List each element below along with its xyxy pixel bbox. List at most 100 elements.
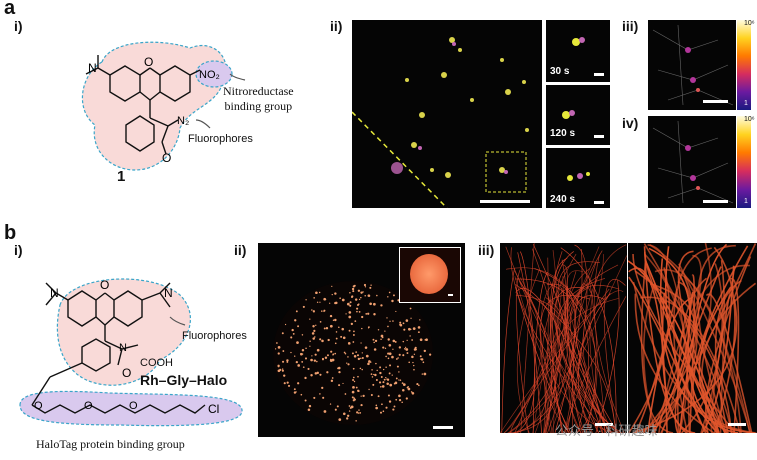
nucleus-spot [384, 330, 386, 332]
nucleus-spot [387, 325, 389, 328]
nucleus-spot [380, 385, 382, 388]
nucleus-spot [392, 408, 395, 411]
svg-text:N: N [119, 342, 127, 354]
nucleus-spot [398, 346, 402, 349]
nucleus-spot [360, 395, 362, 397]
watermark: 公众号 · 科研趣味 [555, 423, 658, 438]
svg-text:N: N [88, 61, 97, 75]
nucleus-spot [314, 372, 318, 375]
nucleus-spot [338, 384, 341, 387]
nucleus-spot [373, 313, 376, 316]
nucleus-spot [279, 368, 282, 372]
nucleus-spot [405, 348, 409, 351]
nucleus-spot [398, 398, 402, 402]
nucleus-spot [321, 339, 324, 343]
nucleus-spot [360, 296, 362, 299]
filament [510, 288, 610, 433]
nucleus-spot [312, 337, 315, 340]
nucleus-spot [413, 353, 416, 355]
nucleus-spot [318, 291, 321, 294]
scale-bar [448, 294, 453, 296]
nucleus-spot [352, 376, 355, 379]
nucleus-spot [329, 302, 331, 304]
svg-text:O: O [129, 400, 138, 412]
nucleus-spot [412, 327, 416, 331]
nucleus-spot [379, 366, 382, 369]
filament [634, 289, 678, 433]
nucleus-spot [418, 384, 420, 387]
subpanel-label-b-i: i) [14, 242, 23, 258]
svg-text:N: N [50, 286, 59, 300]
panel-label-b: b [4, 222, 17, 244]
filament [565, 287, 611, 433]
nucleus-spot [388, 400, 392, 403]
nucleus-spot [402, 354, 405, 357]
nucleus-spot [321, 357, 325, 361]
nucleus-spot [277, 365, 280, 368]
filament [640, 262, 674, 433]
filament [501, 268, 515, 433]
nucleus-spot [410, 391, 413, 393]
nucleus-spot [378, 381, 382, 384]
nucleus-spot [364, 295, 366, 297]
nucleus-spot [362, 291, 364, 293]
nucleus-spot [395, 310, 397, 313]
nucleus-spot [389, 320, 391, 322]
filament [628, 260, 720, 433]
filament [556, 278, 617, 433]
nucleus-spot [361, 327, 363, 330]
nucleus-spot [293, 388, 296, 391]
nucleus-spot [398, 379, 400, 381]
nucleus-spot [277, 346, 281, 349]
nucleus-spot [353, 380, 356, 383]
nucleus-spot [373, 373, 375, 376]
nucleus-spot [382, 368, 385, 371]
filament [560, 247, 617, 433]
nucleus-spot [291, 328, 294, 332]
timelapse-frame-3: 240 s [546, 148, 610, 208]
nucleus-spot [367, 312, 370, 315]
nucleus-spot [403, 328, 406, 331]
nucleus-spot [384, 347, 387, 350]
nucleus-spot [352, 379, 355, 381]
filament [541, 253, 577, 433]
nucleus-spot [313, 396, 316, 399]
nucleus-spot [411, 339, 413, 341]
nucleus-spot [332, 354, 334, 356]
nucleus-spot [336, 405, 339, 408]
filament [654, 269, 751, 433]
nucleus-spot [388, 343, 392, 347]
nucleus-spot [360, 357, 362, 360]
nucleus-spot [353, 397, 356, 400]
panel-label-a: a [4, 0, 16, 19]
nucleus-spot [329, 324, 333, 328]
nucleus-spot [391, 374, 393, 376]
time-label-2: 120 s [550, 128, 576, 139]
filament [520, 243, 535, 433]
nucleus-spot [358, 409, 360, 411]
nucleus-spot [319, 338, 322, 341]
nucleus-spot [429, 353, 432, 356]
nucleus-spot [348, 311, 352, 314]
nucleus-spot [356, 310, 358, 313]
colorbar-a-iv [737, 116, 751, 208]
filament [515, 284, 616, 433]
nucleus-spot [331, 377, 334, 379]
nucleus-spot [356, 411, 359, 414]
subpanel-label-a-iii: iii) [622, 18, 639, 34]
nucleus-spot [323, 297, 327, 301]
nucleus-spot [331, 358, 335, 362]
filament [558, 264, 619, 433]
nucleus-spot [349, 301, 352, 304]
nucleus-spot [304, 399, 307, 402]
nucleus-spot [364, 346, 368, 349]
nucleus-spot [314, 336, 316, 338]
image-a-iii [648, 20, 736, 110]
nucleus-spot [313, 359, 317, 362]
nucleus-spot [352, 341, 355, 343]
nucleus-spot [281, 332, 284, 335]
filament [544, 297, 619, 433]
nucleus-spot [343, 412, 346, 416]
nucleus-spot [350, 322, 354, 326]
nucleus-spot [310, 374, 313, 377]
